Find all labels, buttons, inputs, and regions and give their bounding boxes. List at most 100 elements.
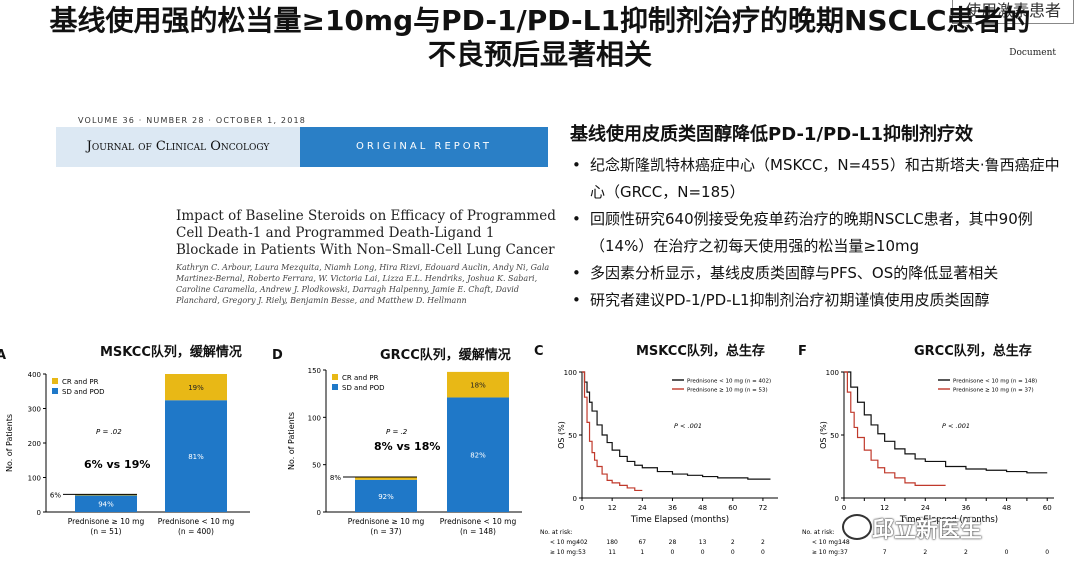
at-risk-value: 13 — [699, 539, 707, 546]
panel-letter-f: F — [798, 344, 807, 359]
x-tick-label: 36 — [668, 504, 677, 512]
chart-title-a: MSKCC队列，缓解情况 — [100, 345, 242, 360]
at-risk-title: No. at risk: — [540, 529, 573, 536]
x-axis-label: Time Elapsed (months) — [899, 515, 998, 525]
at-risk-value: 0 — [1005, 549, 1009, 556]
y-tick-label: 100 — [28, 475, 41, 483]
p-value-annotation: P < .001 — [942, 422, 970, 430]
legend-swatch — [52, 378, 58, 384]
x-category-label: Prednisone < 10 mg — [440, 517, 517, 526]
chart-title-d: GRCC队列，缓解情况 — [380, 348, 511, 363]
x-category-n: (n = 37) — [370, 527, 401, 536]
at-risk-value: 1 — [640, 549, 644, 556]
legend-label: Prednisone ≥ 10 mg (n = 53) — [687, 388, 768, 394]
x-tick-label: 48 — [1002, 504, 1011, 512]
at-risk-value: 2 — [761, 539, 765, 546]
bar-data-label: 19% — [188, 384, 204, 392]
at-risk-value: 0 — [761, 549, 765, 556]
at-risk-value: 0 — [671, 549, 675, 556]
x-tick-label: 60 — [728, 504, 737, 512]
at-risk-row-label: < 10 mg: — [812, 539, 840, 546]
bar-segment — [355, 479, 417, 512]
x-tick-label: 36 — [961, 504, 970, 512]
panel-letter-c: C — [534, 344, 544, 359]
x-tick-label: 24 — [921, 504, 930, 512]
bullet-item: 回顾性研究640例接受免疫单药治疗的晚期NSCLC患者，其中90例（14%）在治… — [570, 206, 1060, 260]
legend-swatch — [332, 384, 338, 390]
x-category-n: (n = 51) — [90, 527, 121, 536]
x-tick-label: 12 — [608, 504, 617, 512]
y-axis-label: OS (%) — [557, 421, 566, 449]
x-category-n: (n = 400) — [178, 527, 214, 536]
legend-label: Prednisone < 10 mg (n = 402) — [687, 379, 771, 385]
y-tick-label: 100 — [308, 414, 321, 422]
tag-label: 使用激素患者 — [951, 0, 1074, 24]
x-category-n: (n = 148) — [460, 527, 496, 536]
y-tick-label: 200 — [28, 440, 41, 448]
bar-segment — [75, 494, 137, 496]
watermark-text: 邱立新医生 — [872, 518, 983, 543]
p-value-annotation: P = .2 — [386, 428, 408, 436]
legend-swatch — [52, 388, 58, 394]
survival-curve — [582, 371, 643, 492]
bar-data-label: 18% — [470, 382, 486, 390]
bar-chart-grcc: 0 50 100 150 No. of Patients 92% 8% Prednisone … — [287, 367, 522, 536]
document-mark: Document — [1009, 48, 1056, 58]
panel-letter-d: D — [272, 348, 283, 363]
at-risk-title: No. at risk: — [802, 529, 835, 536]
x-tick-label: 60 — [1043, 504, 1052, 512]
at-risk-value: 2 — [964, 549, 968, 556]
bar-data-label: 82% — [470, 452, 486, 460]
comparison-annotation: 8% vs 18% — [374, 440, 440, 453]
journal-name: Journal of Clinical Oncology — [56, 127, 300, 167]
at-risk-value: 402 — [576, 539, 588, 546]
legend-label: CR and PR — [342, 374, 379, 382]
legend-label: Prednisone < 10 mg (n = 148) — [953, 379, 1037, 385]
at-risk-value: 53 — [578, 549, 586, 556]
at-risk-row-label: < 10 mg: — [550, 539, 578, 546]
x-tick-label: 12 — [880, 504, 889, 512]
bar-data-label: 81% — [188, 453, 204, 461]
at-risk-row-label: ≥ 10 mg: — [812, 549, 840, 556]
y-tick-label: 150 — [308, 367, 321, 375]
at-risk-value: 0 — [701, 549, 705, 556]
comparison-annotation: 6% vs 19% — [84, 458, 150, 471]
bar-segment — [165, 374, 227, 401]
bullet-item: 多因素分析显示，基线皮质类固醇与PFS、OS的降低显著相关 — [570, 260, 1060, 287]
bullet-item: 纪念斯隆凯特林癌症中心（MSKCC，N=455）和古斯塔夫·鲁西癌症中心（GRC… — [570, 152, 1060, 206]
km-chart-grcc: 0 50 100 0 12 24 36 48 60 Time Elapsed (months) OS… — [802, 369, 1054, 556]
y-tick-label: 50 — [312, 462, 321, 470]
y-axis-label: OS (%) — [819, 421, 828, 449]
x-category-label: Prednisone ≥ 10 mg — [68, 517, 145, 526]
y-tick-label: 0 — [37, 509, 41, 517]
y-tick-label: 100 — [826, 369, 839, 377]
bar-segment — [447, 371, 509, 398]
x-tick-label: 0 — [580, 504, 584, 512]
survival-curve — [844, 371, 1048, 474]
summary-heading: 基线使用皮质类固醇降低PD-1/PD-L1抑制剂疗效 — [570, 124, 973, 145]
title-line-2: 不良预后显著相关 — [427, 38, 652, 71]
at-risk-value: 0 — [731, 549, 735, 556]
y-tick-label: 100 — [564, 369, 577, 377]
y-tick-label: 0 — [835, 495, 839, 503]
bar-segment — [447, 397, 509, 512]
title-line-1: 基线使用强的松当量≥10mg与PD-1/PD-L1抑制剂治疗的晚期NSCLC患者… — [49, 4, 1031, 37]
article-type: ORIGINAL REPORT — [300, 127, 548, 167]
bar-segment — [75, 495, 137, 512]
bar-data-label: 6% — [50, 491, 61, 499]
slide-title: 基线使用强的松当量≥10mg与PD-1/PD-L1抑制剂治疗的晚期NSCLC患者… — [0, 4, 1080, 72]
paper-authors: Kathryn C. Arbour, Laura Mezquita, Niamh… — [176, 263, 550, 305]
y-tick-label: 300 — [28, 406, 41, 414]
survival-curve — [582, 371, 771, 480]
x-category-label: Prednisone < 10 mg — [158, 517, 235, 526]
x-tick-label: 48 — [698, 504, 707, 512]
y-tick-label: 50 — [568, 432, 577, 440]
panel-letter-a: A — [0, 348, 7, 363]
bar-data-label: 94% — [98, 501, 114, 509]
bar-chart-mskcc: 0 100 200 300 400 No. of Patients 94% 6% Prednis… — [5, 371, 250, 536]
at-risk-value: 148 — [838, 539, 850, 546]
y-tick-label: 0 — [573, 495, 577, 503]
y-axis-label: No. of Patients — [5, 414, 14, 472]
at-risk-value: 67 — [638, 539, 646, 546]
